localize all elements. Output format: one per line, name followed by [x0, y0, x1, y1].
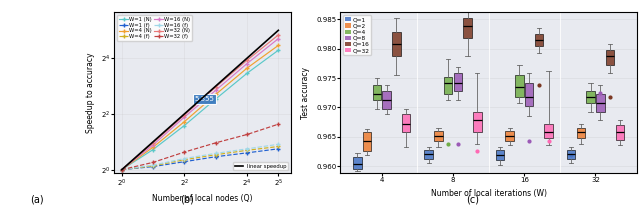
Text: (a): (a): [29, 195, 44, 205]
W=4 (f): [275, 145, 282, 148]
PathPatch shape: [534, 34, 543, 46]
W=32 (f): [118, 169, 125, 171]
W=4 (N): [180, 121, 188, 123]
W=16 (N): [149, 144, 157, 146]
W=32 (N): [243, 59, 251, 61]
Line: W=4 (f): W=4 (f): [119, 144, 281, 172]
PathPatch shape: [444, 77, 452, 95]
W=16 (f): [275, 143, 282, 145]
PathPatch shape: [402, 114, 410, 132]
W=16 (f): [149, 164, 157, 166]
Line: W=1 (N): W=1 (N): [119, 48, 281, 172]
PathPatch shape: [544, 124, 553, 138]
PathPatch shape: [434, 131, 443, 141]
W=32 (N): [149, 142, 157, 144]
Legend: linear speedup: linear speedup: [233, 162, 288, 170]
PathPatch shape: [606, 50, 614, 65]
PathPatch shape: [424, 150, 433, 159]
W=16 (N): [118, 169, 125, 171]
W=4 (N): [275, 44, 282, 47]
PathPatch shape: [525, 83, 533, 106]
PathPatch shape: [353, 157, 362, 169]
W=1 (N): [212, 98, 220, 100]
PathPatch shape: [515, 75, 524, 97]
W=32 (N): [275, 34, 282, 36]
Line: W=4 (N): W=4 (N): [119, 43, 281, 172]
W=1 (f): [118, 169, 125, 171]
X-axis label: Number of local nodes (Q): Number of local nodes (Q): [152, 194, 253, 203]
Line: W=32 (f): W=32 (f): [119, 122, 281, 172]
PathPatch shape: [495, 150, 504, 160]
W=1 (f): [180, 160, 188, 163]
W=1 (f): [243, 152, 251, 154]
W=32 (N): [212, 86, 220, 88]
W=4 (f): [149, 165, 157, 167]
PathPatch shape: [577, 128, 585, 138]
Line: W=16 (f): W=16 (f): [119, 142, 281, 172]
W=4 (f): [212, 153, 220, 156]
W=32 (f): [149, 161, 157, 164]
PathPatch shape: [473, 112, 482, 132]
W=4 (N): [149, 146, 157, 148]
W=16 (f): [118, 169, 125, 171]
PathPatch shape: [506, 131, 514, 141]
Text: 5.355: 5.355: [195, 96, 214, 102]
Text: (b): (b): [180, 195, 195, 205]
W=16 (f): [212, 152, 220, 155]
PathPatch shape: [382, 91, 391, 109]
W=16 (N): [212, 89, 220, 91]
W=16 (f): [243, 147, 251, 150]
Y-axis label: Test accuracy: Test accuracy: [301, 67, 310, 119]
Line: W=32 (N): W=32 (N): [119, 33, 281, 172]
W=32 (f): [212, 142, 220, 144]
W=1 (f): [275, 147, 282, 150]
W=4 (N): [243, 67, 251, 69]
PathPatch shape: [616, 125, 624, 140]
W=1 (N): [118, 169, 125, 171]
W=1 (N): [275, 49, 282, 52]
W=32 (N): [180, 114, 188, 116]
W=32 (N): [118, 169, 125, 171]
W=1 (N): [243, 72, 251, 75]
PathPatch shape: [392, 32, 401, 56]
W=16 (f): [180, 157, 188, 160]
W=4 (f): [118, 169, 125, 171]
PathPatch shape: [463, 18, 472, 38]
PathPatch shape: [372, 85, 381, 100]
W=4 (f): [180, 159, 188, 161]
W=32 (f): [275, 123, 282, 125]
W=1 (f): [149, 165, 157, 168]
Line: W=1 (f): W=1 (f): [119, 146, 281, 172]
Text: (c): (c): [466, 195, 479, 205]
PathPatch shape: [586, 91, 595, 103]
W=4 (N): [212, 93, 220, 96]
W=4 (f): [243, 149, 251, 152]
W=32 (f): [243, 133, 251, 136]
PathPatch shape: [363, 132, 371, 151]
W=1 (N): [180, 124, 188, 127]
W=16 (N): [275, 37, 282, 40]
W=1 (f): [212, 156, 220, 158]
W=16 (N): [243, 62, 251, 65]
Y-axis label: Speedup to accuracy: Speedup to accuracy: [86, 53, 95, 133]
Line: W=16 (N): W=16 (N): [119, 36, 281, 172]
PathPatch shape: [454, 73, 462, 91]
W=16 (N): [180, 116, 188, 118]
W=4 (N): [118, 169, 125, 171]
W=32 (f): [180, 151, 188, 153]
PathPatch shape: [596, 95, 605, 112]
W=1 (N): [149, 148, 157, 151]
X-axis label: Number of local iterations (W): Number of local iterations (W): [431, 189, 547, 198]
PathPatch shape: [567, 150, 575, 159]
Legend: Q=1, Q=2, Q=4, Q=8, Q=16, Q=32: Q=1, Q=2, Q=4, Q=8, Q=16, Q=32: [344, 15, 371, 55]
